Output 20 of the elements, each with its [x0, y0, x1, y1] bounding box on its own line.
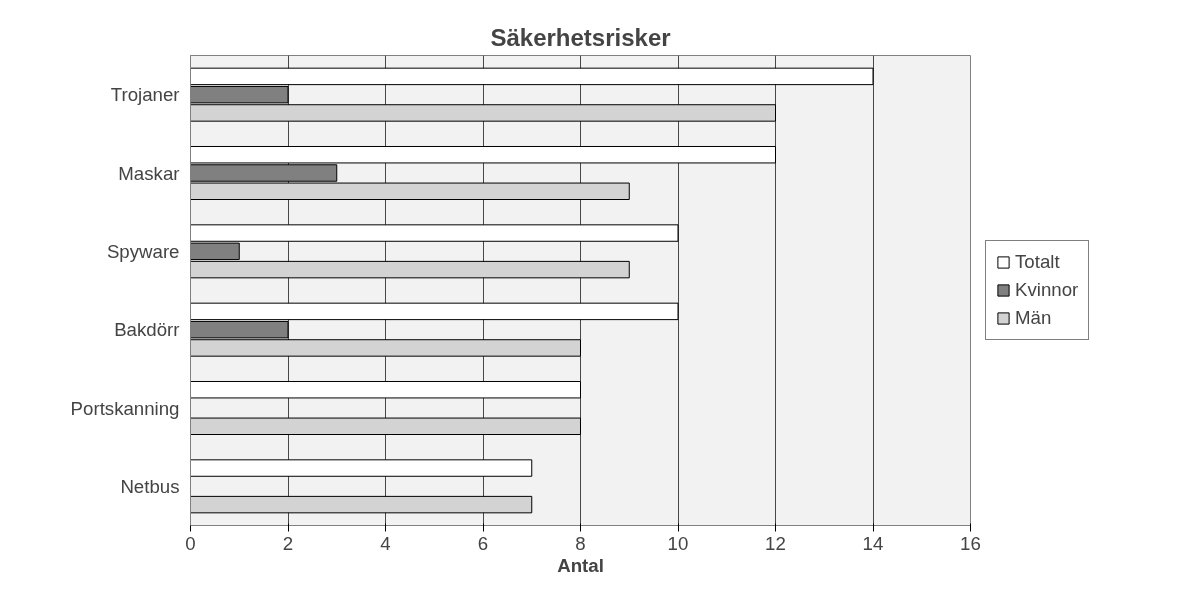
x-tick-label: 16: [960, 532, 981, 554]
x-tick-label: 10: [667, 532, 689, 554]
x-tick-label: 6: [477, 532, 489, 554]
x-tick-label: 14: [862, 532, 884, 554]
x-tick-label: 2: [282, 532, 294, 554]
chart-title: Säkerhetsrisker: [490, 23, 671, 51]
x-tick-label: 0: [185, 532, 196, 554]
legend-label: Kvinnor: [1015, 279, 1079, 301]
y-tick-label: Spyware: [106, 240, 180, 262]
legend-label: Män: [1015, 307, 1052, 329]
x-axis-title: Antal: [557, 554, 604, 576]
y-tick-label: Maskar: [118, 162, 180, 184]
y-tick-label: Bakdörr: [114, 319, 180, 341]
y-tick-label: Trojaner: [110, 84, 180, 106]
x-tick-label: 8: [575, 532, 586, 554]
x-tick-label: 12: [765, 532, 786, 554]
y-tick-label: Netbus: [120, 475, 180, 497]
x-tick-label: 4: [380, 532, 391, 554]
legend-label: Totalt: [1015, 251, 1060, 273]
y-tick-label: Portskanning: [70, 397, 180, 419]
